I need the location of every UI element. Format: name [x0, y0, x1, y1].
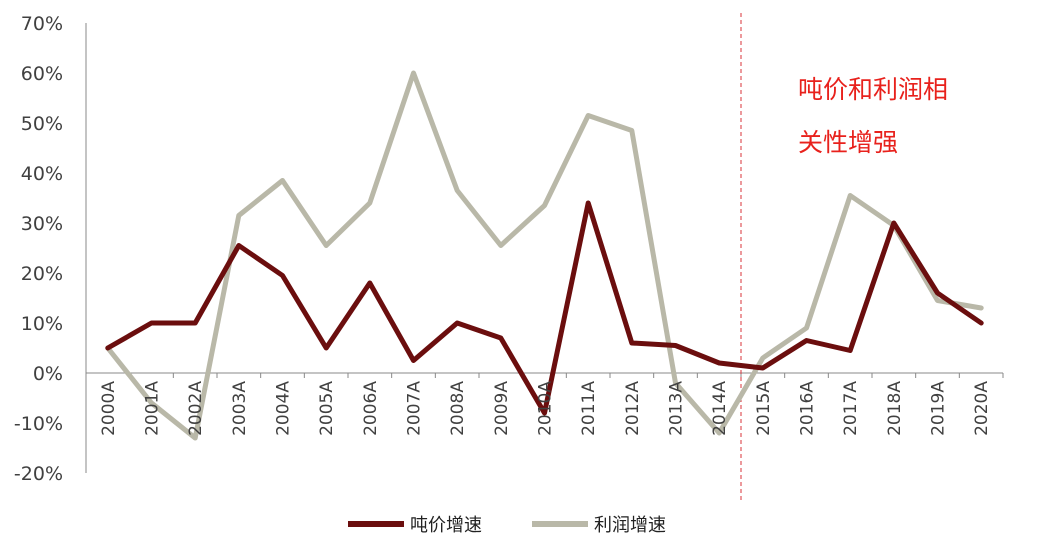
x-tick-label: 2007A [405, 381, 425, 436]
x-tick-label: 2018A [885, 381, 905, 436]
annotation-line-2: 关性增强 [798, 128, 898, 157]
x-tick-label: 2019A [929, 381, 949, 436]
x-tick-label: 2008A [448, 381, 468, 436]
y-tick-label: -20% [14, 463, 63, 485]
x-tick-label: 2014A [710, 381, 730, 436]
x-axis-tickmarks [85, 373, 1004, 378]
x-tick-label: 2009A [492, 381, 512, 436]
x-axis-ticks: 2000A 2001A 2002A 2003A 2004A 2005A 2006A 2007A… [99, 381, 992, 436]
x-tick-label: 2020A [972, 381, 992, 436]
x-tick-label: 2003A [230, 381, 250, 436]
legend-label-profit: 利润增速 [594, 515, 666, 536]
annotation-line-1: 吨价和利润相 [798, 75, 948, 104]
y-tick-label: 30% [21, 213, 63, 235]
y-tick-label: 70% [21, 13, 63, 35]
x-tick-label: 2017A [841, 381, 861, 436]
x-tick-label: 2005A [317, 381, 337, 436]
y-tick-label: 0% [33, 363, 63, 385]
legend-label-price: 吨价增速 [410, 515, 482, 536]
y-axis-ticks: 70% 60% 50% 40% 30% 20% 10% 0% -10% -20% [14, 13, 63, 485]
y-tick-label: -10% [14, 413, 63, 435]
y-tick-label: 50% [21, 113, 63, 135]
legend: 吨价增速 利润增速 [348, 515, 666, 536]
y-tick-label: 60% [21, 63, 63, 85]
x-tick-label: 2015A [754, 381, 774, 436]
series-lines [105, 70, 984, 441]
x-tick-label: 2001A [143, 381, 163, 436]
x-tick-label: 2006A [361, 381, 381, 436]
x-tick-label: 2012A [623, 381, 643, 436]
series-line-profit [105, 70, 984, 441]
y-tick-label: 10% [21, 313, 63, 335]
x-tick-label: 2013A [667, 381, 687, 436]
y-tick-label: 20% [21, 263, 63, 285]
x-tick-label: 2002A [186, 381, 206, 436]
x-tick-label: 2010A [536, 381, 556, 436]
x-tick-label: 2004A [274, 381, 294, 436]
series-line-price [105, 200, 984, 416]
x-tick-label: 2011A [579, 381, 599, 436]
y-tick-label: 40% [21, 163, 63, 185]
x-tick-label: 2000A [99, 381, 119, 436]
annotation: 吨价和利润相 关性增强 [798, 75, 948, 157]
x-tick-label: 2016A [798, 381, 818, 436]
